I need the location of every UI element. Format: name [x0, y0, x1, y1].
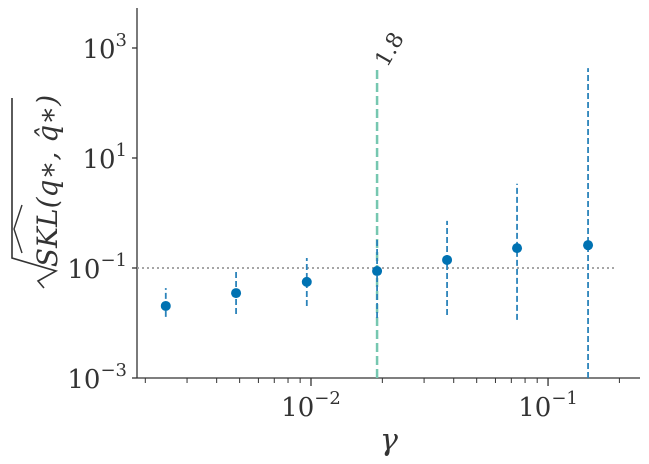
point [442, 254, 453, 265]
tick-label: 10−3 [67, 360, 127, 395]
y-axis-label: SKL(q∗, q̂∗) [31, 95, 64, 267]
point [160, 300, 171, 311]
hat [13, 204, 23, 254]
tick-label-base: 10 [82, 145, 115, 175]
tick-label: 103 [82, 30, 127, 65]
point [512, 243, 523, 254]
tick-label: 10−1 [67, 250, 127, 285]
tick-label-exponent: −1 [551, 388, 578, 409]
tick-label-exponent: −3 [100, 360, 127, 381]
annotation-label: 1.8 [371, 28, 410, 71]
tick-label-base: 10 [82, 35, 115, 65]
point [301, 276, 312, 287]
tick-label-exponent: 3 [116, 30, 127, 51]
tick-label-exponent: 1 [116, 140, 127, 161]
tick-label-base: 10 [518, 393, 551, 423]
tick-label-exponent: −2 [314, 388, 341, 409]
point [231, 288, 242, 299]
tick-label: 10−1 [518, 388, 578, 423]
tick-label-base: 10 [67, 255, 100, 285]
tick-label-exponent: −1 [100, 250, 127, 271]
x-axis-label: γ [380, 423, 398, 458]
tick-label: 10−2 [281, 388, 341, 423]
tick-label-base: 10 [281, 393, 314, 423]
y-axis-label-group: SKL(q∗, q̂∗) [11, 95, 64, 289]
point [372, 266, 383, 277]
point [583, 240, 594, 251]
tick-label-base: 10 [67, 365, 100, 395]
sqrt-sign [11, 98, 59, 289]
tick-label: 101 [82, 140, 127, 175]
